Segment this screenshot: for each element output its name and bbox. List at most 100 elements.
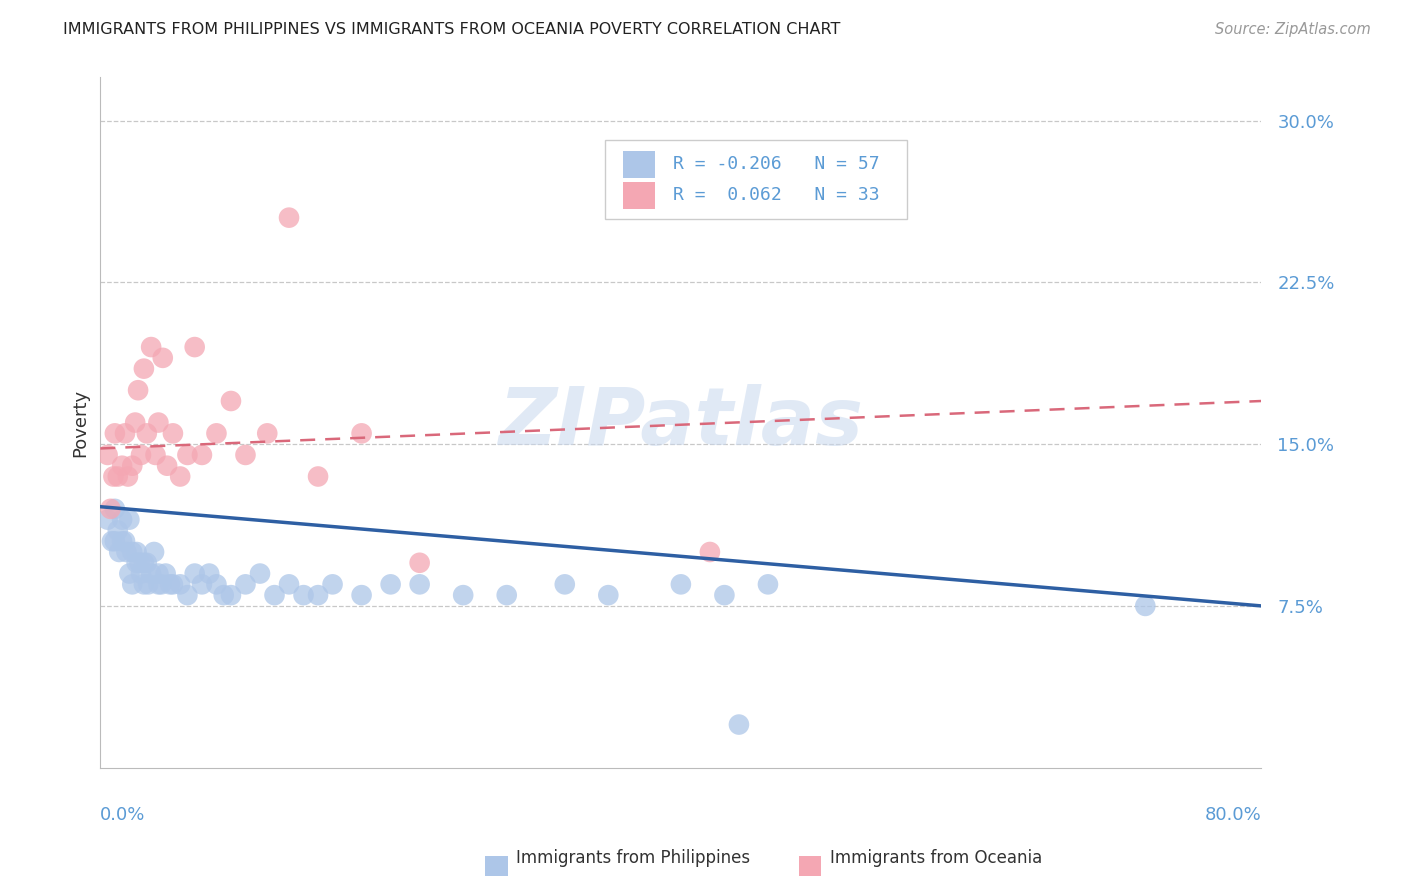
Point bbox=[162, 577, 184, 591]
Point bbox=[322, 577, 344, 591]
Point bbox=[111, 458, 134, 473]
Point bbox=[125, 545, 148, 559]
Point bbox=[669, 577, 692, 591]
Point bbox=[1135, 599, 1157, 613]
Point bbox=[111, 534, 134, 549]
Point bbox=[598, 588, 620, 602]
Point bbox=[554, 577, 576, 591]
Point bbox=[148, 566, 170, 581]
Point bbox=[183, 566, 205, 581]
Point bbox=[103, 469, 125, 483]
Point bbox=[249, 566, 271, 581]
Point bbox=[205, 426, 228, 441]
Point bbox=[307, 588, 329, 602]
Point bbox=[121, 458, 143, 473]
Point bbox=[100, 501, 122, 516]
Point bbox=[408, 556, 430, 570]
Point bbox=[191, 577, 214, 591]
Point bbox=[114, 426, 136, 441]
Point bbox=[121, 577, 143, 591]
Point bbox=[121, 545, 143, 559]
Point bbox=[152, 351, 174, 365]
Point bbox=[114, 534, 136, 549]
Point bbox=[107, 524, 129, 538]
Point bbox=[135, 556, 157, 570]
Point bbox=[307, 469, 329, 483]
Point bbox=[451, 588, 474, 602]
Point bbox=[728, 717, 751, 731]
Point bbox=[145, 448, 167, 462]
Text: R =  0.062   N = 33: R = 0.062 N = 33 bbox=[672, 186, 879, 204]
Text: 0.0%: 0.0% bbox=[100, 805, 146, 823]
Point bbox=[756, 577, 779, 591]
Text: Source: ZipAtlas.com: Source: ZipAtlas.com bbox=[1215, 22, 1371, 37]
Y-axis label: Poverty: Poverty bbox=[72, 389, 89, 457]
Point bbox=[141, 340, 163, 354]
Point bbox=[104, 426, 127, 441]
Text: ZIPatlas: ZIPatlas bbox=[498, 384, 863, 461]
Point bbox=[117, 469, 139, 483]
Point bbox=[124, 416, 146, 430]
Point bbox=[219, 394, 242, 409]
Point bbox=[380, 577, 402, 591]
Point bbox=[107, 469, 129, 483]
Point bbox=[205, 577, 228, 591]
Point bbox=[129, 448, 152, 462]
Point bbox=[408, 577, 430, 591]
Point bbox=[132, 556, 155, 570]
Point bbox=[135, 426, 157, 441]
Point bbox=[125, 556, 148, 570]
Point bbox=[191, 448, 214, 462]
Point bbox=[150, 577, 173, 591]
Point bbox=[212, 588, 235, 602]
Point bbox=[219, 588, 242, 602]
Point bbox=[118, 566, 141, 581]
Point bbox=[176, 588, 198, 602]
Point bbox=[235, 448, 257, 462]
Point bbox=[278, 211, 301, 225]
Point bbox=[136, 577, 159, 591]
Point bbox=[156, 458, 179, 473]
FancyBboxPatch shape bbox=[606, 139, 907, 219]
Point bbox=[104, 534, 127, 549]
Point bbox=[143, 545, 166, 559]
Point bbox=[495, 588, 517, 602]
Text: R = -0.206   N = 57: R = -0.206 N = 57 bbox=[672, 155, 879, 173]
Point bbox=[118, 513, 141, 527]
Point bbox=[169, 469, 191, 483]
Point bbox=[132, 361, 155, 376]
Point bbox=[127, 383, 149, 397]
Point bbox=[699, 545, 721, 559]
Point bbox=[129, 566, 152, 581]
Point bbox=[159, 577, 181, 591]
Point bbox=[155, 566, 177, 581]
Point bbox=[148, 577, 170, 591]
Text: 80.0%: 80.0% bbox=[1205, 805, 1261, 823]
FancyBboxPatch shape bbox=[623, 152, 655, 178]
Point bbox=[256, 426, 278, 441]
Text: IMMIGRANTS FROM PHILIPPINES VS IMMIGRANTS FROM OCEANIA POVERTY CORRELATION CHART: IMMIGRANTS FROM PHILIPPINES VS IMMIGRANT… bbox=[63, 22, 841, 37]
Point bbox=[148, 416, 170, 430]
Point bbox=[350, 588, 373, 602]
Point bbox=[101, 534, 124, 549]
Point bbox=[176, 448, 198, 462]
Point bbox=[162, 426, 184, 441]
Point bbox=[104, 501, 127, 516]
Point bbox=[111, 513, 134, 527]
Point bbox=[141, 566, 163, 581]
Point bbox=[292, 588, 315, 602]
Point bbox=[97, 448, 120, 462]
Point bbox=[115, 545, 138, 559]
Text: Immigrants from Oceania: Immigrants from Oceania bbox=[830, 849, 1042, 867]
Point bbox=[278, 577, 301, 591]
Point bbox=[169, 577, 191, 591]
Point bbox=[97, 513, 120, 527]
Point bbox=[263, 588, 285, 602]
Point bbox=[108, 545, 131, 559]
Point bbox=[713, 588, 735, 602]
FancyBboxPatch shape bbox=[623, 182, 655, 209]
Point bbox=[132, 577, 155, 591]
Point bbox=[183, 340, 205, 354]
Text: Immigrants from Philippines: Immigrants from Philippines bbox=[516, 849, 751, 867]
Point bbox=[350, 426, 373, 441]
